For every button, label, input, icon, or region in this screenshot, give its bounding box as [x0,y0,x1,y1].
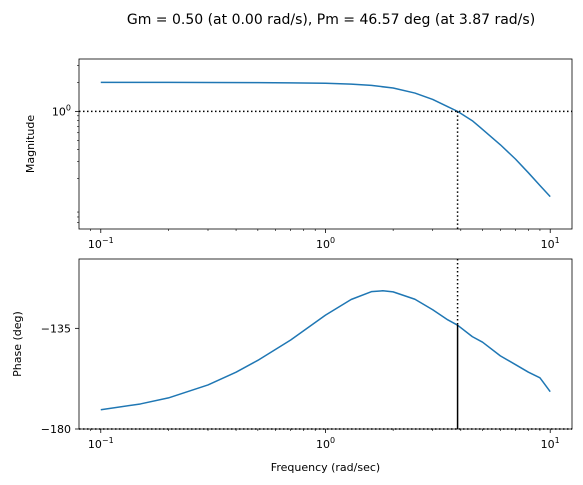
phase-axes: 10−1 100 101 −135 −180 Phase (deg) Frequency (… [11,258,573,474]
y-axis-label: Phase (deg) [11,311,24,377]
axes-frame [78,58,573,230]
series-line [100,290,551,411]
x-tick-label: 100 [316,436,335,451]
figure-title: Gm = 0.50 (at 0.00 rad/s), Pm = 46.57 de… [127,12,535,28]
x-tick-label: 10−1 [88,236,114,251]
y-tick-label: −180 [41,423,71,436]
series-line [100,81,551,198]
magnitude-axes: 10−1 100 101 100 Magnitude [24,58,573,251]
axes-frame [78,258,573,430]
y-tick-label: −135 [41,322,71,335]
y-tick-label: 100 [52,103,71,118]
x-tick-label: 101 [541,236,560,251]
x-tick-label: 101 [541,436,560,451]
y-axis-label: Magnitude [24,115,37,174]
x-tick-label: 100 [316,236,335,251]
x-tick-label: 10−1 [88,436,114,451]
x-axis-label: Frequency (rad/sec) [271,461,380,474]
